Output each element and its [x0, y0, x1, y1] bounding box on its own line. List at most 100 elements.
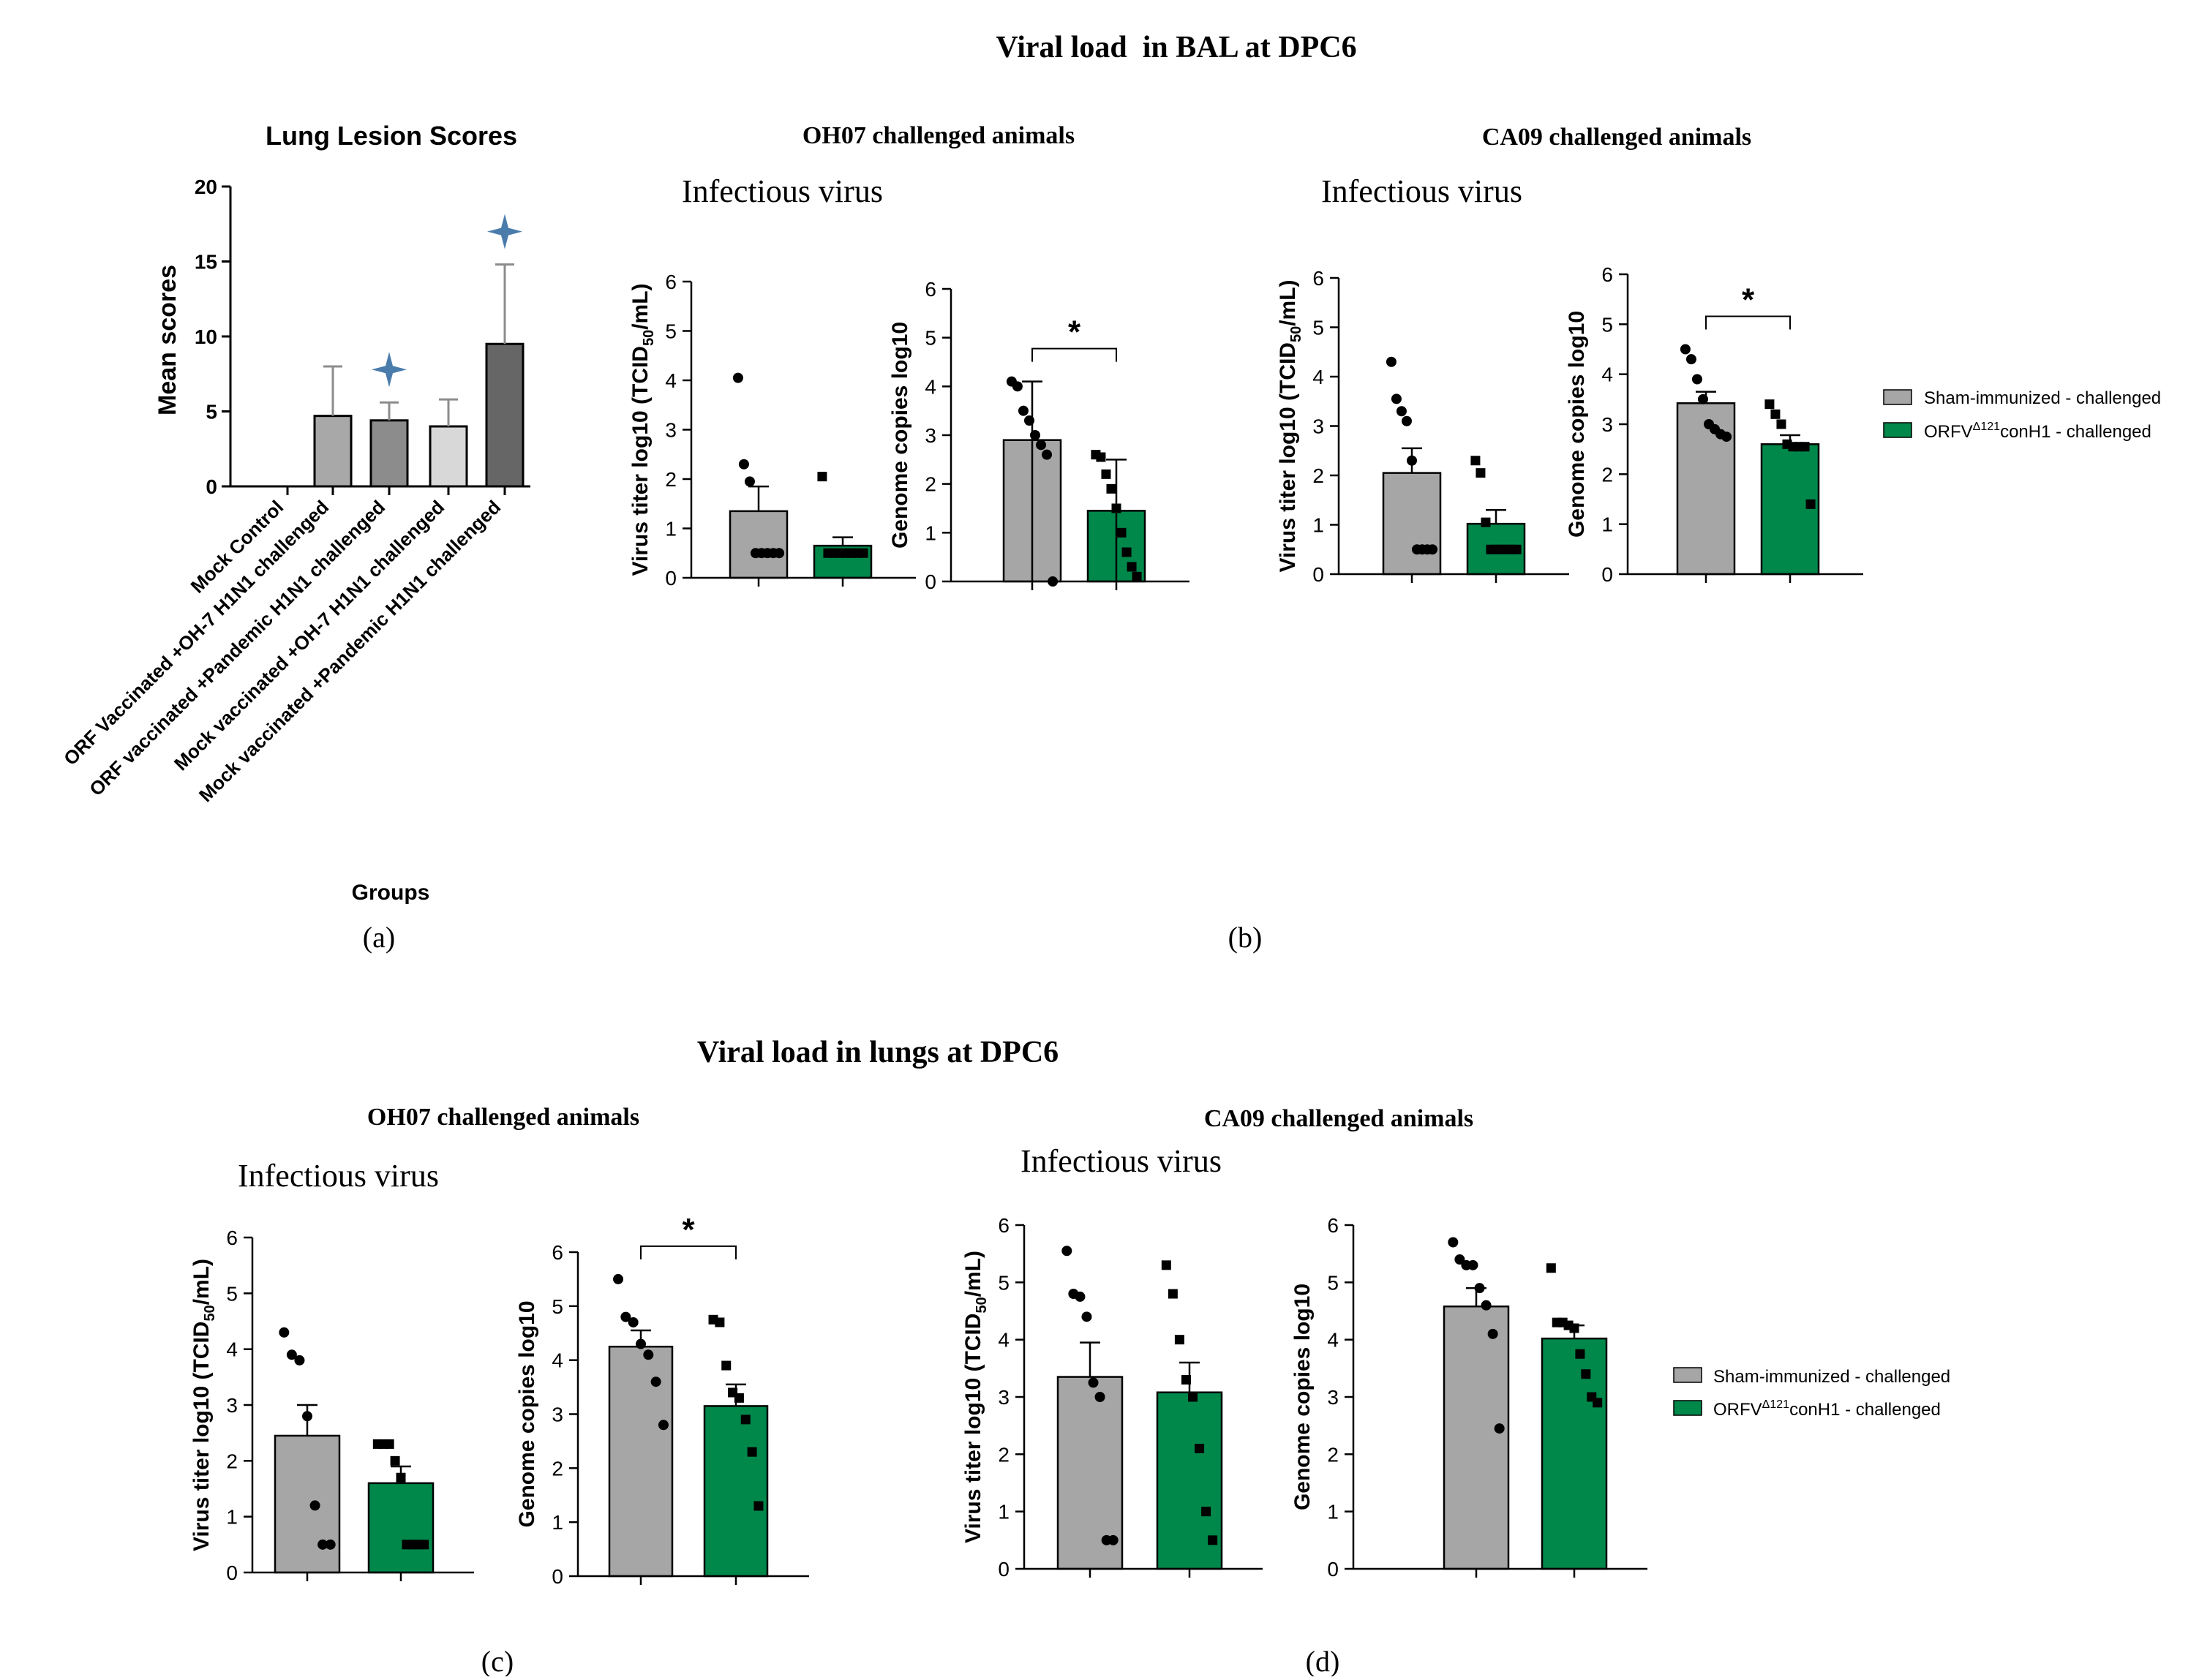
y-tick-label: 5 — [665, 320, 677, 343]
legend-b: Sham-immunized - challenged ORFVΔ121conH… — [1883, 388, 2161, 442]
point-orfv — [1546, 1263, 1556, 1273]
d-ca09-infectious-label: Infectious virus — [1020, 1143, 1222, 1179]
bar-orfv — [703, 1405, 769, 1578]
y-axis-label: Genome copies log10 — [1565, 311, 1589, 538]
y-tick-label: 1 — [1312, 514, 1324, 537]
y-axis-label: Virus titer log10 (TCID50/mL) — [189, 1259, 218, 1551]
point-sham — [738, 459, 749, 470]
point-orfv — [1106, 483, 1116, 494]
y-tick-label: 3 — [998, 1386, 1010, 1409]
point-orfv — [753, 1501, 764, 1511]
b-oh07-infectious-label: Infectious virus — [682, 173, 883, 209]
point-sham — [1685, 354, 1696, 365]
point-orfv — [1127, 562, 1137, 572]
point-orfv — [734, 1393, 744, 1403]
y-tick-label: 5 — [1327, 1271, 1339, 1294]
y-axis-label: Virus titer log10 (TCID50/mL) — [628, 283, 657, 576]
y-tick-label: 3 — [925, 424, 936, 447]
point-orfv — [1111, 503, 1121, 513]
y-tick-label: 5 — [998, 1271, 1010, 1294]
point-sham — [1036, 440, 1047, 451]
point-sham — [1697, 393, 1708, 404]
point-orfv — [715, 1317, 725, 1327]
point-orfv — [1764, 399, 1775, 410]
x-tick-label: Mock vaccinated +OH-7 H1N1 challenged — [170, 496, 448, 775]
point-sham — [1108, 1534, 1119, 1545]
point-sham — [636, 1338, 646, 1349]
point-sham — [1401, 415, 1412, 426]
y-tick-label: 4 — [226, 1338, 238, 1361]
legend-d-orfv-label: ORFVΔ121conH1 - challenged — [1713, 1398, 1941, 1420]
point-sham — [1427, 544, 1438, 555]
point-orfv — [1476, 468, 1486, 478]
y-tick-label: 5 — [226, 1282, 238, 1305]
point-sham — [317, 1539, 328, 1550]
b-ca09-title: CA09 challenged animals — [1482, 124, 1751, 151]
point-orfv — [1181, 1375, 1191, 1385]
legend-b-orfv-label: ORFVΔ121conH1 - challenged — [1924, 421, 2151, 442]
y-tick-label: 6 — [925, 278, 936, 301]
y-tick-label: 0 — [206, 475, 217, 498]
chart-c-oh07-genome-copies: 0 1 2 3 4 5 6 Genome copies log10 * — [515, 1212, 809, 1588]
bar — [429, 425, 468, 488]
y-tick-label: 2 — [1312, 464, 1324, 487]
bar-sham — [1056, 1376, 1124, 1570]
point-orfv — [1101, 469, 1111, 479]
significance-star-icon — [487, 214, 522, 249]
y-tick-label: 1 — [1601, 513, 1613, 536]
significance-label: * — [1742, 282, 1755, 318]
point-sham — [1474, 1283, 1485, 1294]
y-tick-label: 5 — [206, 401, 217, 423]
point-orfv — [1208, 1535, 1218, 1545]
chart-d-ca09-genome-copies: 0 1 2 3 4 5 6 Genome copies log10 — [1290, 1214, 1647, 1581]
point-sham — [1061, 1246, 1072, 1257]
point-sham — [1407, 455, 1417, 466]
y-tick-label: 3 — [1327, 1386, 1339, 1409]
y-tick-label: 6 — [226, 1227, 238, 1249]
y-tick-label: 0 — [552, 1565, 563, 1588]
point-orfv — [1805, 499, 1816, 509]
point-orfv — [1470, 456, 1481, 466]
y-tick-label: 20 — [195, 176, 217, 198]
panel-label-c: (c) — [481, 1645, 514, 1676]
legend-d-orfv-swatch — [1673, 1400, 1702, 1416]
y-tick-label: 6 — [1601, 263, 1613, 286]
point-orfv — [1575, 1349, 1585, 1359]
y-tick-label: 0 — [1312, 563, 1324, 586]
point-sham — [1680, 344, 1691, 355]
point-orfv — [1174, 1335, 1184, 1345]
point-sham — [1075, 1291, 1086, 1302]
point-orfv — [1776, 419, 1786, 429]
d-ca09-title: CA09 challenged animals — [1204, 1105, 1473, 1132]
y-axis-label: Genome copies log10 — [1290, 1284, 1315, 1510]
bar-sham — [1382, 472, 1442, 576]
chart-d-ca09-virus-titer: 0 1 2 3 4 5 6 Virus titer log10 (TCID50/mL) — [961, 1214, 1263, 1581]
point-orfv — [1116, 527, 1127, 538]
y-tick-label: 3 — [552, 1404, 563, 1426]
point-sham — [302, 1411, 312, 1422]
chart-b-ca09-virus-titer: 0 1 2 3 4 5 6 Virus titer log10 (TCID50/mL) — [1276, 267, 1569, 586]
y-tick-label: 4 — [998, 1329, 1010, 1352]
point-sham — [1030, 430, 1041, 440]
point-sham — [643, 1349, 654, 1360]
y-tick-label: 1 — [226, 1506, 238, 1529]
legend-d-sham-swatch — [1673, 1367, 1702, 1383]
point-sham — [613, 1273, 624, 1284]
y-tick-label: 0 — [925, 570, 936, 593]
y-tick-label: 6 — [552, 1241, 563, 1264]
y-tick-label: 6 — [998, 1214, 1010, 1237]
y-tick-label: 0 — [665, 567, 677, 589]
point-orfv — [1201, 1507, 1211, 1517]
point-sham — [1012, 381, 1023, 392]
y-tick-label: 0 — [1327, 1558, 1339, 1581]
point-orfv — [1593, 1398, 1603, 1408]
y-tick-label: 2 — [1601, 463, 1613, 486]
significance-star-icon — [372, 352, 407, 388]
bar-orfv — [1760, 443, 1820, 576]
significance-bracket — [1705, 315, 1791, 330]
y-tick-label: 10 — [195, 325, 217, 348]
point-sham — [774, 548, 785, 559]
point-sham — [325, 1539, 336, 1550]
bar-sham — [274, 1434, 341, 1574]
